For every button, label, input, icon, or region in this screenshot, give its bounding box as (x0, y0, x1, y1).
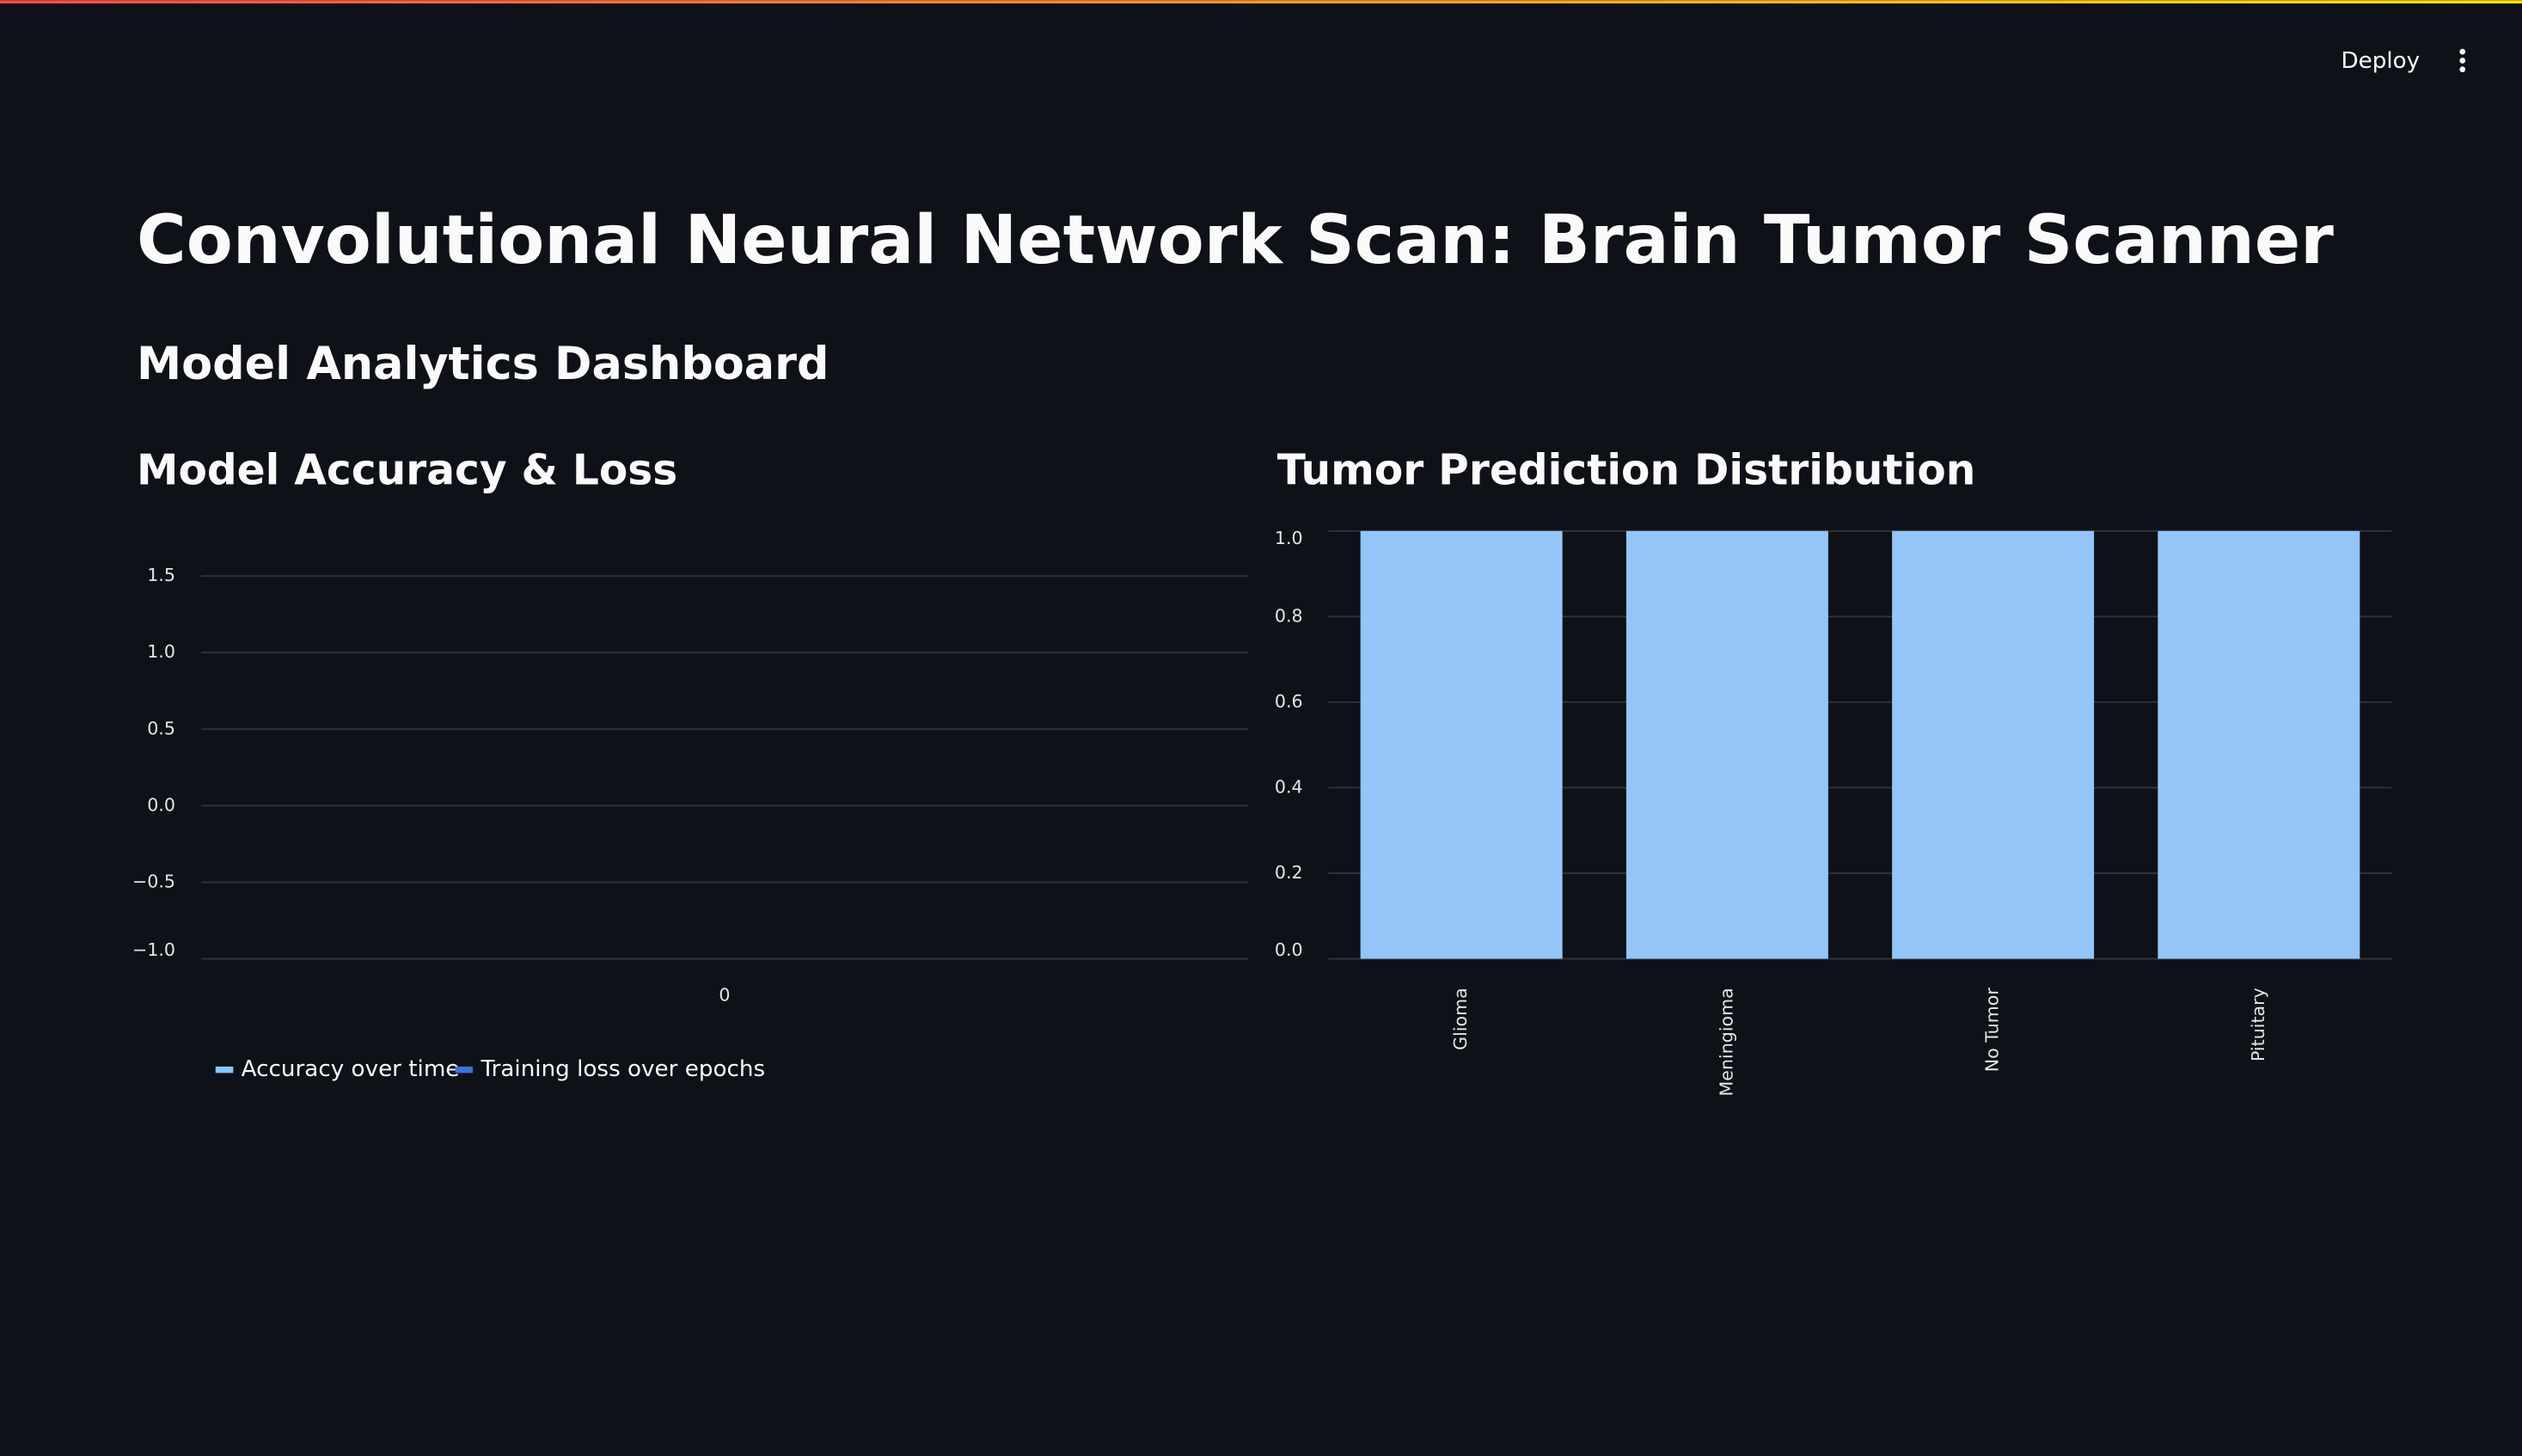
x-tick-label: No Tumor (1982, 988, 2003, 1073)
deploy-button[interactable]: Deploy (2341, 48, 2420, 74)
y-tick-label: 0.5 (147, 718, 175, 738)
y-tick-label: 0.0 (1275, 939, 1303, 960)
legend-swatch (215, 1066, 234, 1074)
y-tick-label: 1.5 (147, 565, 175, 585)
menu-button[interactable] (2459, 48, 2466, 73)
y-tick-label: 0.2 (1275, 862, 1303, 883)
bar (1360, 530, 1563, 959)
y-tick-label: 0.4 (1275, 776, 1303, 797)
bar (1625, 530, 1828, 959)
chart-title: Model Accuracy & Loss (137, 446, 677, 494)
y-tick-label: 0.0 (147, 794, 175, 815)
page-title: Convolutional Neural Network Scan: Brain… (137, 200, 2334, 279)
y-tick-label: 1.0 (147, 641, 175, 662)
y-tick-label: 1.0 (1275, 528, 1303, 548)
x-tick-label: Glioma (1450, 988, 1471, 1050)
x-tick-label: Meningioma (1716, 988, 1736, 1096)
y-tick-label: −0.5 (132, 871, 175, 891)
y-tick-label: 0.8 (1275, 605, 1303, 626)
y-tick-label: −1.0 (132, 939, 175, 960)
chart-title: Tumor Prediction Distribution (1277, 446, 1976, 494)
legend-label: Accuracy over time (242, 1056, 460, 1082)
x-tick-label: 0 (719, 985, 730, 1006)
decoration-bar (0, 0, 2522, 4)
x-tick-label: Pituitary (2248, 988, 2268, 1061)
legend-swatch (455, 1066, 474, 1074)
y-tick-label: 0.6 (1275, 691, 1303, 712)
legend-label: Training loss over epochs (480, 1056, 765, 1082)
bar (2158, 530, 2360, 959)
bar (1892, 530, 2095, 959)
page-subtitle: Model Analytics Dashboard (137, 338, 829, 390)
